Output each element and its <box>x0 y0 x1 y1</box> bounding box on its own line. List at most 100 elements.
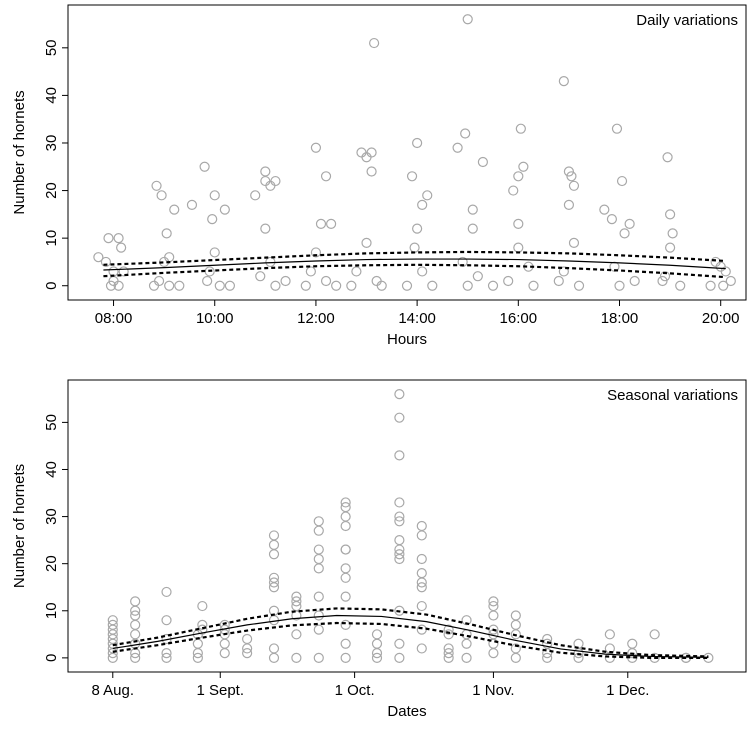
data-point <box>192 652 203 663</box>
data-point <box>563 166 575 177</box>
data-point <box>107 652 118 663</box>
data-point <box>340 619 351 631</box>
data-point <box>406 171 418 182</box>
data-point <box>313 516 324 527</box>
data-point <box>209 247 220 258</box>
data-point <box>270 280 281 291</box>
data-point <box>667 228 678 239</box>
data-point <box>394 516 405 527</box>
y-tick-label: 30 <box>43 508 60 525</box>
panel-annotation: Seasonal variations <box>607 387 738 404</box>
y-tick-label: 20 <box>43 182 60 199</box>
data-point <box>300 280 311 291</box>
x-tick-label: 1 Nov. <box>472 682 514 699</box>
x-tick-label: 20:00 <box>702 310 740 327</box>
data-point <box>320 171 332 182</box>
y-tick-label: 20 <box>43 555 60 572</box>
x-axis-title: Dates <box>387 703 426 720</box>
data-point <box>291 629 302 640</box>
data-point <box>340 591 351 602</box>
data-point <box>242 633 253 645</box>
data-point <box>513 242 524 253</box>
data-point <box>416 600 427 612</box>
data-point <box>394 412 405 423</box>
data-point <box>657 275 668 287</box>
data-point <box>528 280 539 291</box>
x-tick-label: 8 Aug. <box>92 682 135 699</box>
data-point <box>130 629 141 640</box>
data-point <box>250 190 261 201</box>
data-point <box>376 280 387 291</box>
data-point <box>270 175 281 187</box>
data-point <box>718 280 729 291</box>
data-point <box>207 214 218 225</box>
data-point <box>401 280 413 291</box>
data-point <box>371 275 382 287</box>
data-point <box>412 223 423 234</box>
data-point <box>161 615 172 626</box>
data-point <box>394 535 405 546</box>
data-point <box>340 638 351 649</box>
data-point <box>416 582 427 593</box>
data-point <box>161 648 172 659</box>
data-point <box>313 563 324 574</box>
data-point <box>340 563 351 574</box>
x-tick-label: 18:00 <box>601 310 639 327</box>
data-point <box>161 652 172 663</box>
y-tick-label: 10 <box>43 602 60 619</box>
data-point <box>599 204 610 215</box>
data-point <box>510 619 521 631</box>
data-point <box>268 643 280 654</box>
data-point <box>351 266 362 277</box>
data-point <box>340 572 351 583</box>
panel-annotation: Daily variations <box>636 12 738 29</box>
data-point <box>113 233 124 244</box>
data-point <box>568 237 580 249</box>
data-point <box>542 633 553 645</box>
data-point <box>416 530 427 541</box>
data-point <box>443 624 454 635</box>
data-point <box>371 629 383 640</box>
data-point <box>107 648 118 659</box>
data-point <box>611 123 623 134</box>
data-point <box>268 549 280 560</box>
data-point <box>477 156 488 168</box>
data-point <box>659 271 671 282</box>
data-point <box>460 128 471 139</box>
data-point <box>558 266 569 277</box>
data-point <box>417 266 428 277</box>
data-point <box>161 586 172 598</box>
data-point <box>340 497 351 508</box>
data-point <box>313 652 324 663</box>
data-point <box>340 511 351 522</box>
data-point <box>340 544 351 555</box>
data-point <box>130 619 141 631</box>
data-point <box>462 14 473 25</box>
data-point <box>156 190 167 201</box>
data-point <box>255 271 266 282</box>
x-tick-label: 08:00 <box>95 310 133 327</box>
data-point <box>197 619 208 631</box>
fit-line <box>103 258 726 271</box>
y-tick-label: 10 <box>43 230 60 247</box>
data-point <box>725 275 736 287</box>
data-point <box>462 280 473 291</box>
data-point <box>356 147 367 158</box>
data-point <box>371 652 383 663</box>
data-point <box>219 638 230 649</box>
data-point <box>394 549 405 560</box>
x-tick-label: 1 Dec. <box>606 682 649 699</box>
data-point <box>488 610 499 621</box>
data-point <box>566 171 577 182</box>
data-point <box>265 256 276 268</box>
data-point <box>629 275 640 287</box>
data-point <box>416 567 427 579</box>
data-point <box>452 142 463 153</box>
y-axis-title: Number of hornets <box>11 90 28 214</box>
data-point <box>619 228 630 239</box>
data-point <box>340 652 351 663</box>
data-point <box>542 652 553 663</box>
x-tick-label: 1 Oct. <box>335 682 375 699</box>
data-point <box>649 629 660 640</box>
data-point <box>93 252 104 263</box>
